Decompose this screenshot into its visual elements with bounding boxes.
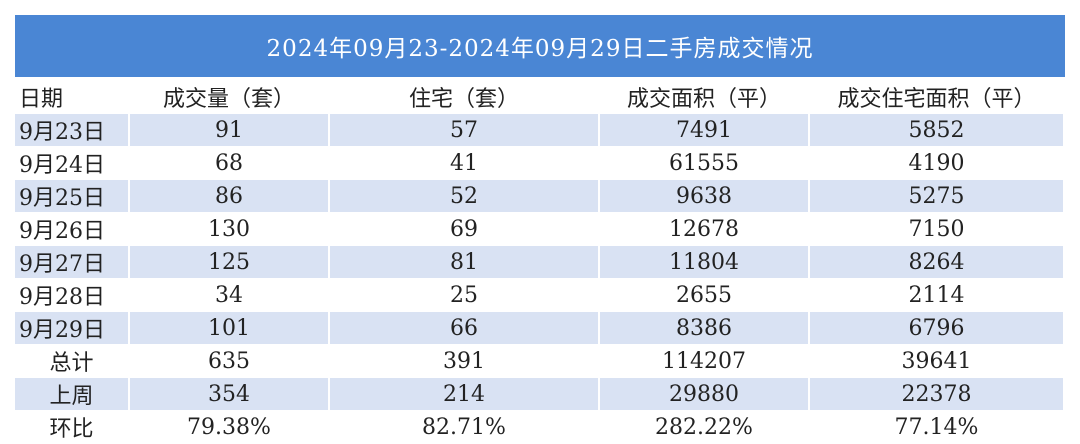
- data-cell: 125: [130, 246, 330, 279]
- header-cell: 成交面积（平）: [600, 80, 810, 114]
- data-cell: 5852: [810, 114, 1065, 147]
- data-cell: 79.38%: [130, 411, 330, 444]
- data-cell: 39641: [810, 345, 1065, 378]
- data-cell: 29880: [600, 378, 810, 411]
- table-card: 2024年09月23-2024年09月29日二手房成交情况 日期 成交量（套） 住宅…: [15, 15, 1065, 444]
- data-cell: 2655: [600, 279, 810, 312]
- data-cell: 7150: [810, 213, 1065, 246]
- row-label: 总计: [15, 345, 130, 378]
- row-label: 环比: [15, 411, 130, 444]
- data-cell: 354: [130, 378, 330, 411]
- data-cell: 41: [330, 147, 600, 180]
- row-label: 9月27日: [15, 246, 130, 279]
- data-cell: 68: [130, 147, 330, 180]
- header-cell: 住宅（套）: [330, 80, 600, 114]
- data-cell: 9638: [600, 180, 810, 213]
- data-cell: 214: [330, 378, 600, 411]
- data-cell: 77.14%: [810, 411, 1065, 444]
- row-label: 9月29日: [15, 312, 130, 345]
- data-cell: 11804: [600, 246, 810, 279]
- data-cell: 8264: [810, 246, 1065, 279]
- row-label: 9月26日: [15, 213, 130, 246]
- data-cell: 4190: [810, 147, 1065, 180]
- data-cell: 61555: [600, 147, 810, 180]
- row-label: 上周: [15, 378, 130, 411]
- data-cell: 282.22%: [600, 411, 810, 444]
- data-cell: 34: [130, 279, 330, 312]
- table-title: 2024年09月23-2024年09月29日二手房成交情况: [15, 15, 1065, 77]
- data-cell: 81: [330, 246, 600, 279]
- header-cell: 成交住宅面积（平）: [810, 80, 1065, 114]
- data-cell: 130: [130, 213, 330, 246]
- data-cell: 86: [130, 180, 330, 213]
- data-cell: 82.71%: [330, 411, 600, 444]
- data-cell: 57: [330, 114, 600, 147]
- data-cell: 69: [330, 213, 600, 246]
- data-cell: 114207: [600, 345, 810, 378]
- table-grid: 日期 成交量（套） 住宅（套） 成交面积（平） 成交住宅面积（平） 9月23日 91 57 74…: [15, 80, 1065, 444]
- row-label: 9月24日: [15, 147, 130, 180]
- header-cell: 日期: [15, 80, 130, 114]
- data-cell: 12678: [600, 213, 810, 246]
- data-cell: 25: [330, 279, 600, 312]
- row-label: 9月25日: [15, 180, 130, 213]
- data-cell: 8386: [600, 312, 810, 345]
- row-label: 9月23日: [15, 114, 130, 147]
- data-cell: 635: [130, 345, 330, 378]
- data-cell: 2114: [810, 279, 1065, 312]
- data-cell: 52: [330, 180, 600, 213]
- row-label: 9月28日: [15, 279, 130, 312]
- data-cell: 391: [330, 345, 600, 378]
- data-cell: 66: [330, 312, 600, 345]
- data-cell: 91: [130, 114, 330, 147]
- data-cell: 101: [130, 312, 330, 345]
- data-cell: 22378: [810, 378, 1065, 411]
- data-cell: 5275: [810, 180, 1065, 213]
- header-cell: 成交量（套）: [130, 80, 330, 114]
- data-cell: 6796: [810, 312, 1065, 345]
- data-cell: 7491: [600, 114, 810, 147]
